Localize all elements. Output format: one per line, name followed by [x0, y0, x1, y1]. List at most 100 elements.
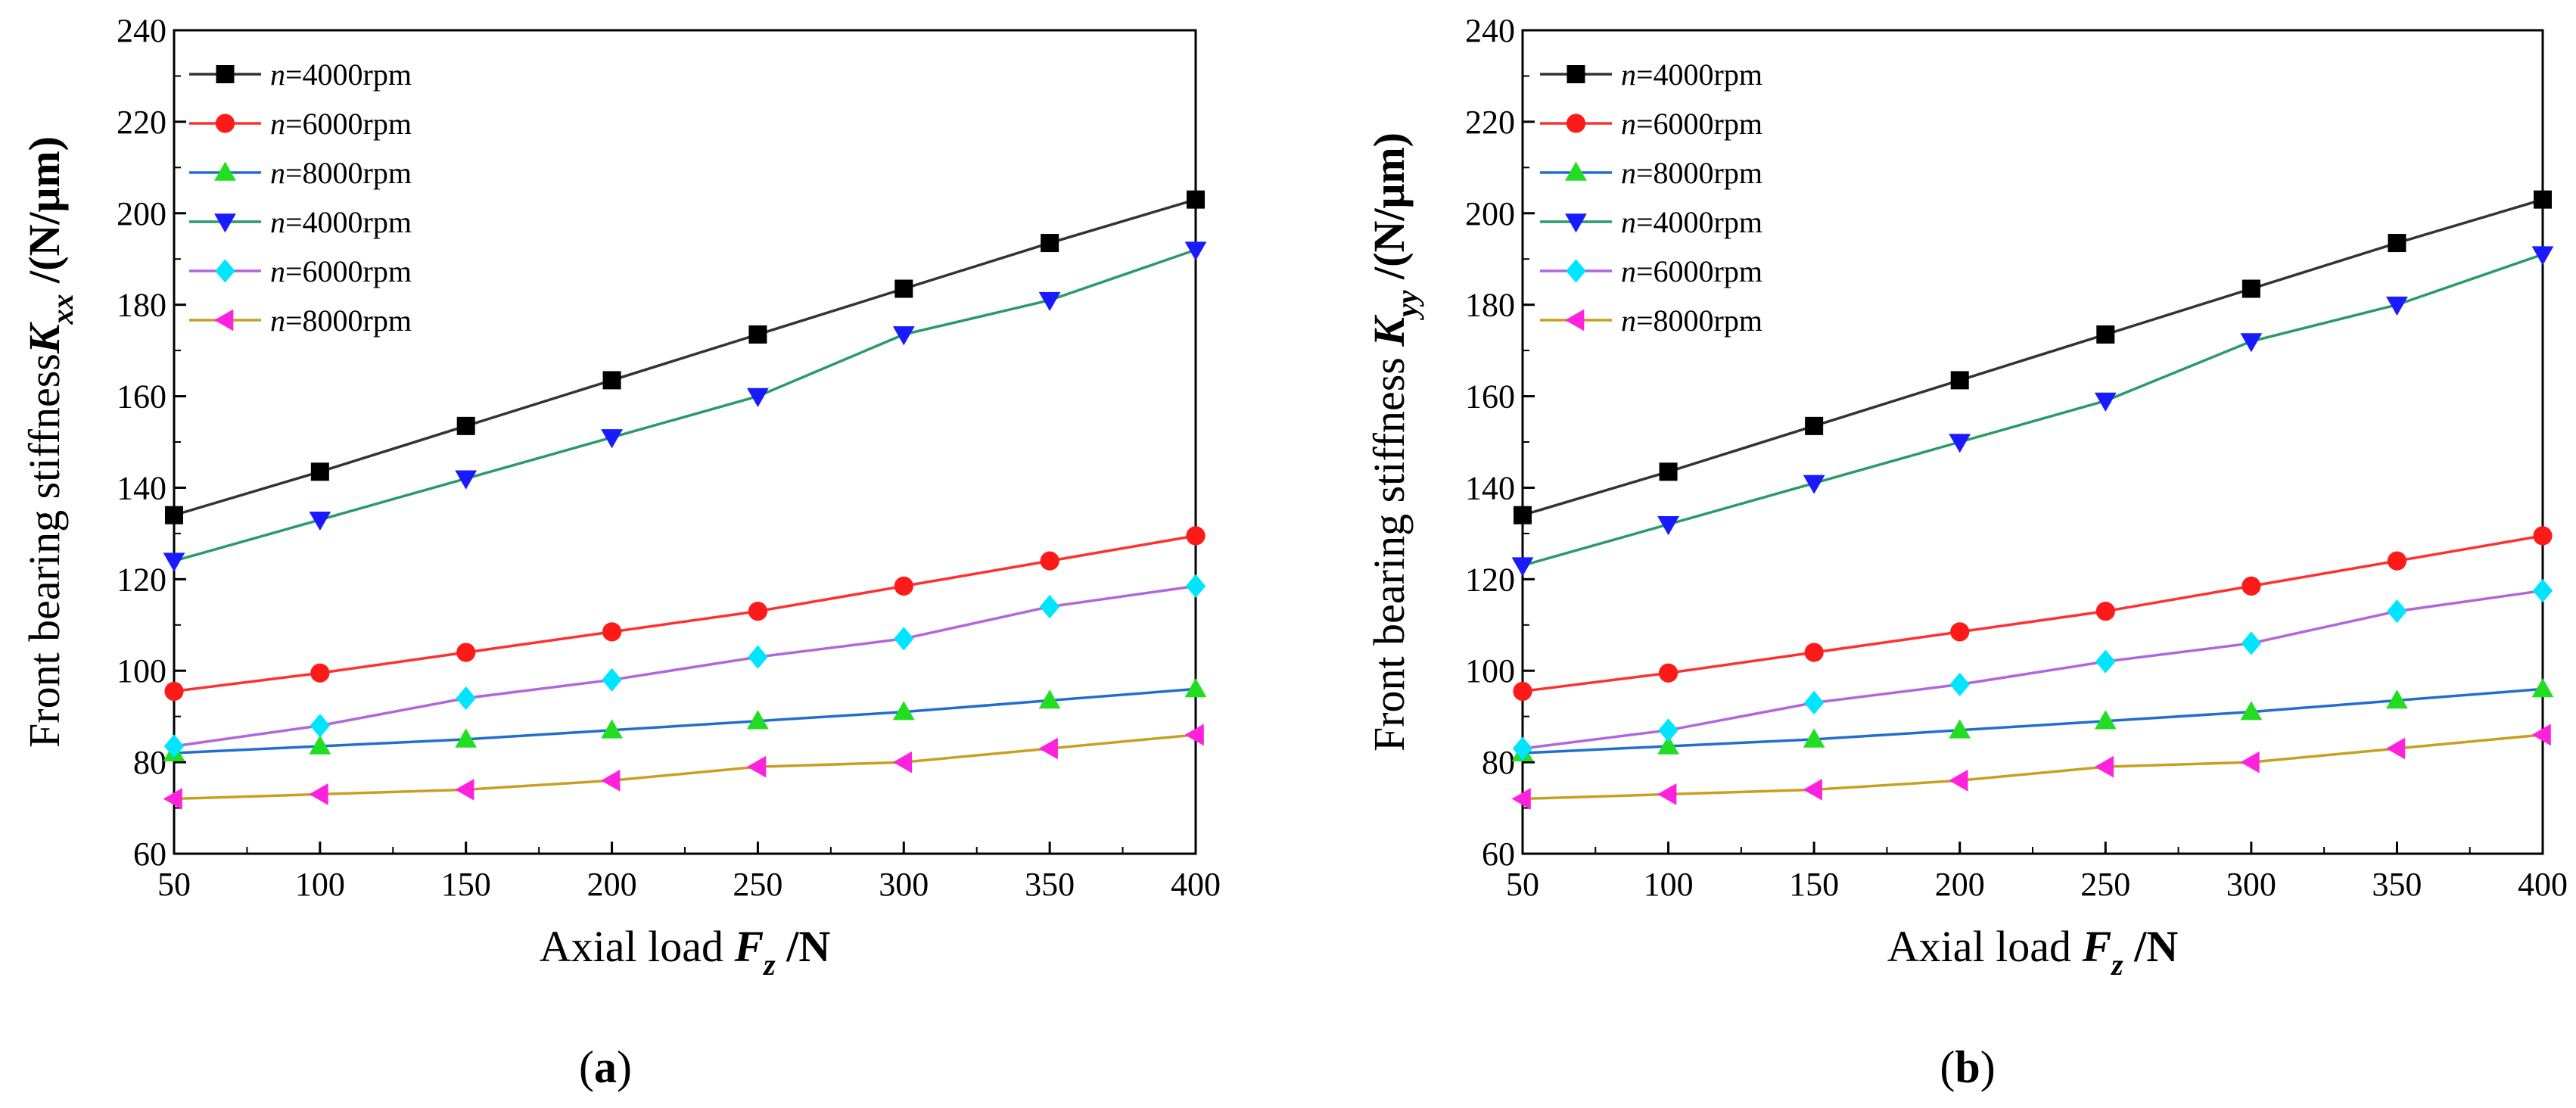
data-point	[163, 552, 185, 572]
x-tick-label: 50	[1506, 866, 1539, 903]
series-5	[1512, 578, 2553, 761]
y-tick-label: 160	[1465, 378, 1515, 416]
data-point	[163, 734, 185, 758]
legend-label: n=4000rpm	[270, 205, 412, 239]
y-tick-label: 160	[117, 378, 166, 416]
series-3	[163, 678, 1207, 761]
x-tick-label: 300	[879, 866, 929, 903]
data-point	[2242, 576, 2261, 596]
data-point	[747, 387, 769, 407]
data-point	[1803, 690, 1825, 715]
data-point	[1803, 728, 1825, 748]
data-point	[602, 371, 621, 390]
data-point	[602, 668, 622, 692]
series-line	[173, 198, 1196, 517]
series-6	[1511, 724, 2551, 810]
series-line	[173, 733, 1196, 801]
data-point	[164, 681, 184, 702]
x-tick-label: 300	[2226, 866, 2276, 903]
data-point	[892, 701, 915, 721]
data-point	[1511, 557, 1534, 577]
data-point	[2532, 578, 2553, 603]
data-point	[2386, 296, 2408, 316]
data-point	[2387, 599, 2407, 624]
y-tick-label: 60	[1482, 836, 1515, 873]
series-line	[173, 584, 1196, 748]
data-point	[1804, 643, 1824, 662]
legend-label: n=8000rpm	[270, 303, 412, 338]
data-point	[2095, 649, 2116, 674]
data-point	[1803, 475, 1825, 494]
data-point	[894, 627, 914, 651]
y-tick-label: 200	[117, 195, 166, 232]
data-point	[2240, 333, 2263, 353]
data-point	[1040, 551, 1059, 571]
data-point	[1038, 737, 1058, 760]
data-point	[1184, 678, 1207, 698]
data-point	[2241, 631, 2262, 655]
legend-marker	[1566, 259, 1586, 283]
legend-label: n=8000rpm	[270, 156, 412, 190]
legend-marker	[214, 161, 236, 181]
data-point	[1038, 291, 1061, 312]
legend-label: n=4000rpm	[1621, 58, 1762, 92]
series-4	[1511, 246, 2554, 577]
data-point	[2388, 234, 2406, 253]
legend-label: n=6000rpm	[270, 107, 412, 141]
y-tick-label: 100	[1465, 652, 1515, 689]
data-point	[1659, 462, 1678, 481]
data-point	[1950, 371, 1969, 390]
series-line	[1522, 534, 2543, 693]
data-point	[1185, 574, 1206, 598]
y-tick-label: 220	[117, 104, 166, 141]
data-point	[1184, 241, 1207, 261]
legend-label: n=8000rpm	[1621, 156, 1762, 190]
chart-panel-1: 60 80 100 120 140 160 180 200 220 240 50 100 150 200 2…	[20, 12, 1221, 1092]
data-point	[456, 416, 475, 435]
legend: n=4000rpm n=6000rpm n=8000rpm n=4000rpm n=60…	[1540, 58, 1762, 338]
data-point	[455, 778, 474, 801]
series-line	[1522, 253, 2543, 567]
x-tick-label: 200	[587, 866, 637, 903]
series-2	[164, 526, 1206, 702]
legend-label: n=6000rpm	[270, 254, 412, 288]
data-point	[2387, 551, 2407, 571]
series-2	[1513, 526, 2553, 702]
y-tick-label: 60	[133, 836, 166, 873]
x-tick-label: 350	[2372, 866, 2422, 903]
data-point	[456, 643, 476, 662]
data-point	[2533, 526, 2553, 546]
data-point	[601, 719, 623, 739]
x-tick-label: 150	[1789, 866, 1839, 903]
data-point	[2386, 689, 2408, 709]
legend-marker	[1565, 309, 1585, 331]
data-point	[1657, 735, 1679, 755]
data-point	[1949, 672, 1970, 696]
legend-label: n=4000rpm	[1621, 205, 1762, 239]
x-tick-label: 350	[1025, 866, 1075, 903]
data-point	[2094, 392, 2117, 412]
legend-marker	[214, 309, 234, 331]
data-point	[1949, 434, 1971, 453]
y-axis-title: Front bearing stiffness Kyy /(N/μm)	[1364, 132, 1424, 752]
data-point	[747, 755, 767, 778]
data-point	[1657, 516, 1679, 536]
data-point	[2094, 710, 2117, 730]
legend: n=4000rpm n=6000rpm n=8000rpm n=4000rpm n=60…	[189, 58, 412, 338]
data-point	[1513, 681, 1532, 702]
data-point	[309, 783, 328, 805]
data-point	[748, 325, 767, 344]
data-point	[894, 576, 913, 596]
y-tick-label: 80	[1482, 744, 1515, 781]
data-point	[165, 506, 183, 524]
data-point	[894, 279, 913, 298]
legend-marker	[215, 114, 235, 133]
data-point	[1038, 689, 1061, 709]
x-tick-label: 250	[733, 866, 782, 903]
data-point	[2095, 602, 2115, 621]
plot-frame	[173, 29, 1197, 855]
data-point	[892, 326, 915, 346]
data-point	[1187, 190, 1205, 209]
data-point	[2531, 678, 2554, 698]
y-tick-label: 100	[117, 652, 166, 689]
